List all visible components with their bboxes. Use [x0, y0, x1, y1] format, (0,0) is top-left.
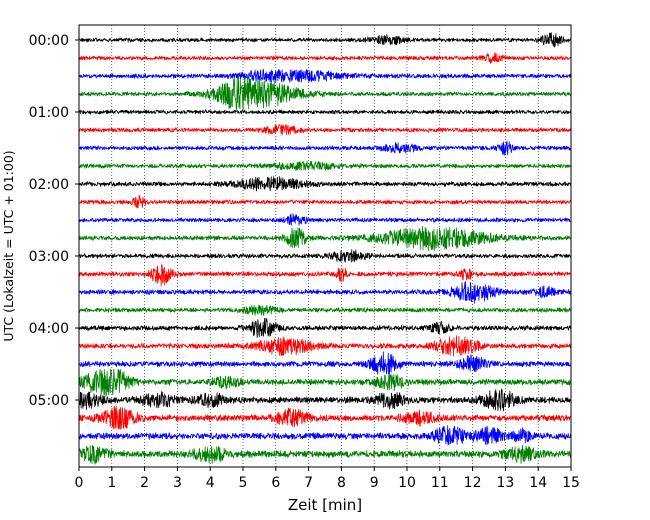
seismic-trace [78, 444, 572, 465]
seismic-trace [78, 175, 572, 192]
seismic-trace [78, 226, 572, 252]
seismic-trace [78, 264, 572, 287]
seismic-trace [78, 405, 572, 430]
x-tick-label: 14 [529, 475, 547, 491]
y-axis: 00:00 01:00 02:00 03:00 04:00 05:00 [29, 33, 79, 409]
x-tick-label: 1 [107, 475, 116, 491]
x-tick-label: 10 [398, 475, 416, 491]
seismic-traces [78, 32, 572, 465]
seismic-trace [78, 160, 572, 171]
x-tick-label: 7 [304, 475, 313, 491]
x-tick-label: 4 [206, 475, 215, 491]
x-axis: 0 1 2 3 4 5 6 7 8 9 10 11 12 13 14 15 [75, 467, 580, 491]
seismic-trace [78, 425, 572, 446]
x-tick-label: 13 [496, 475, 514, 491]
x-tick-label: 9 [370, 475, 379, 491]
seismic-trace [78, 195, 572, 209]
x-axis-label: Zeit [min] [288, 496, 362, 514]
seismic-trace [78, 388, 572, 412]
seismic-trace [78, 75, 572, 111]
y-tick-label: 00:00 [29, 33, 69, 49]
x-tick-label: 2 [140, 475, 149, 491]
y-tick-label: 01:00 [29, 105, 69, 121]
seismic-trace [78, 335, 572, 357]
seismic-trace [78, 368, 572, 398]
plot-frame [78, 24, 572, 468]
y-tick-label: 03:00 [29, 249, 69, 265]
y-tick-label: 05:00 [29, 393, 69, 409]
x-tick-label: 3 [173, 475, 182, 491]
x-tick-label: 12 [464, 475, 482, 491]
seismic-trace [78, 249, 572, 263]
seismic-trace [78, 304, 572, 316]
seismic-trace [78, 109, 572, 115]
seismic-trace [78, 317, 572, 338]
seismic-trace [78, 281, 572, 304]
x-tick-label: 5 [239, 475, 248, 491]
seismic-trace [78, 351, 572, 375]
x-tick-label: 8 [337, 475, 346, 491]
seismic-trace [78, 32, 572, 48]
seismic-trace [78, 141, 572, 156]
x-tick-label: 11 [431, 475, 449, 491]
seismic-trace [78, 124, 572, 136]
seismic-trace [78, 68, 572, 83]
y-tick-label: 04:00 [29, 321, 69, 337]
x-tick-label: 0 [75, 475, 84, 491]
y-axis-label: UTC (Lokalzeit = UTC + 01:00) [1, 150, 16, 341]
seismic-trace [78, 52, 572, 64]
seismic-trace [78, 213, 572, 226]
y-tick-label: 02:00 [29, 177, 69, 193]
x-tick-label: 15 [562, 475, 580, 491]
x-tick-label: 6 [271, 475, 280, 491]
